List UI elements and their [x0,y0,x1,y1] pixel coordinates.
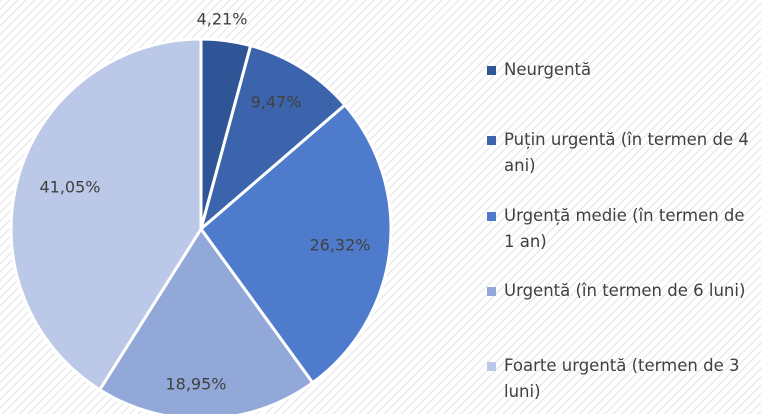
legend-swatch [487,287,496,296]
legend-label: Neurgentă [504,60,592,79]
pie-slice [198,43,348,234]
pie-slice [198,102,393,385]
data-label: 4,21% [197,10,248,29]
legend-entry: Puțin urgentă (în termen de 4 ani) [487,127,759,179]
legend-entry: Urgență medie (în termen de 1 an) [487,203,759,255]
legend-label: Urgentă (în termen de 6 luni) [504,281,746,300]
legend-swatch [487,136,496,145]
data-label: 26,32% [309,236,370,255]
legend-entry: Foarte urgentă (termen de 3 luni) [487,353,759,405]
pie-slice [97,226,315,414]
legend-label: Urgență medie (în termen de 1 an) [504,206,745,251]
legend-entry: Neurgentă [487,57,759,83]
data-label: 9,47% [251,93,302,112]
legend-entry: Urgentă (în termen de 6 luni) [487,278,759,304]
pie-slice [9,37,203,392]
legend-swatch [487,212,496,221]
legend-swatch [487,66,496,75]
legend-label: Puțin urgentă (în termen de 4 ani) [504,130,749,175]
data-label: 41,05% [39,178,100,197]
legend-label: Foarte urgentă (termen de 3 luni) [504,356,740,401]
data-label: 18,95% [165,375,226,394]
legend-swatch [487,362,496,371]
